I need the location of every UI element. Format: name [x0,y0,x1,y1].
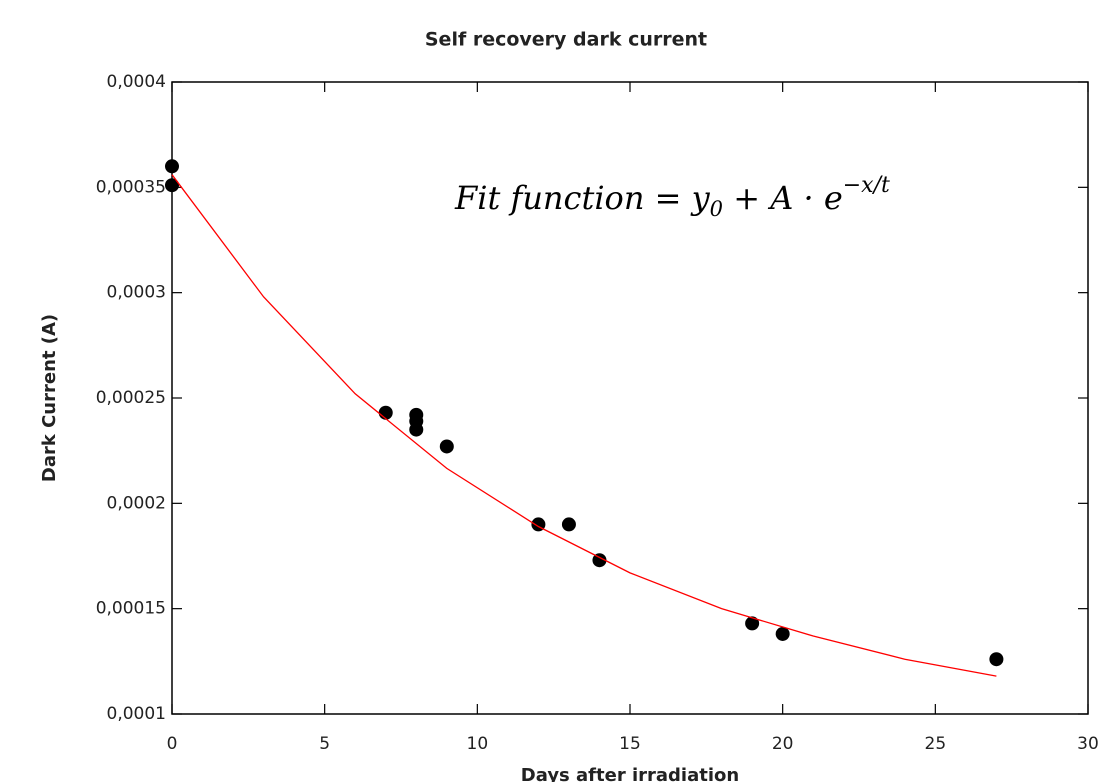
data-point [439,439,454,454]
x-tick-label: 25 [925,734,947,754]
chart-title: Self recovery dark current [425,29,707,51]
x-tick-label: 30 [1077,734,1099,754]
x-axis-label: Days after irradiation [521,765,739,782]
fit-annotation: Fit function = y0 + A · e−x/t [454,173,890,221]
x-tick-label: 5 [319,734,330,754]
annotation-sup: −x/t [843,173,890,198]
y-tick-label: 0,00015 [96,599,166,619]
y-tick-label: 0,00025 [96,388,166,408]
annotation-part: Fit function = y [454,179,711,217]
data-point [775,626,790,641]
y-tick-label: 0,0004 [107,72,166,92]
fit-line [171,174,997,677]
data-point [165,178,179,193]
y-axis-label: Dark Current (A) [39,314,60,482]
data-point [989,652,1004,667]
data-point [745,616,760,631]
annotation-sub: 0 [710,197,723,221]
data-point [165,159,179,174]
x-tick-label: 15 [619,734,641,754]
y-tick-label: 0,0003 [107,283,166,303]
x-tick-label: 0 [167,734,178,754]
y-tick-label: 0,0001 [107,704,166,724]
annotation-part: + A · e [723,179,843,217]
y-tick-label: 0,00035 [96,177,166,197]
x-tick-label: 20 [772,734,794,754]
data-point [409,422,424,437]
data-point [378,405,393,420]
data-point [592,553,607,568]
plot-frame [171,81,1089,715]
x-tick-label: 10 [467,734,489,754]
y-tick-label: 0,0002 [107,493,166,513]
data-point [561,517,576,532]
